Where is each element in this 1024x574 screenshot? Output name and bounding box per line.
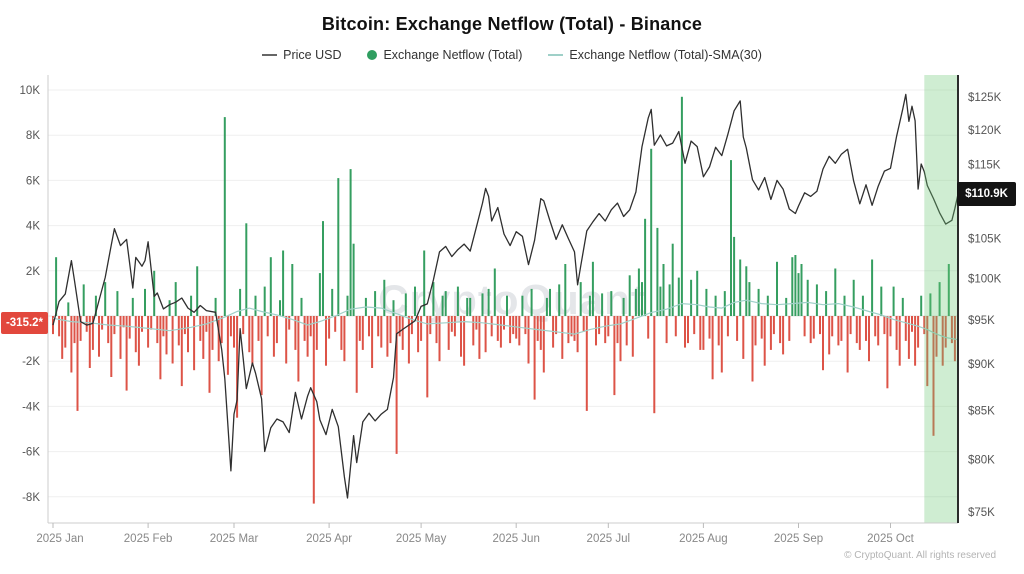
svg-text:2K: 2K [26, 266, 40, 278]
sma-line [52, 299, 959, 341]
gridlines [48, 89, 958, 498]
svg-text:2025 Sep: 2025 Sep [774, 533, 823, 545]
page-title: Bitcoin: Exchange Netflow (Total) - Bina… [321, 14, 703, 34]
svg-text:-6K: -6K [22, 447, 40, 459]
svg-text:$75K: $75K [968, 507, 995, 519]
svg-text:2025 Jul: 2025 Jul [587, 533, 630, 545]
svg-text:2025 Jan: 2025 Jan [36, 533, 83, 545]
svg-text:$105K: $105K [968, 234, 1002, 246]
svg-text:2025 Aug: 2025 Aug [679, 533, 728, 545]
netflow-dot-swatch-icon [367, 50, 378, 60]
legend-item-exchange-netflow[interactable]: Exchange Netflow (Total) [367, 48, 522, 62]
svg-text:4K: 4K [26, 221, 40, 233]
svg-text:$100K: $100K [968, 273, 1002, 285]
highlight-region [924, 75, 958, 523]
svg-text:$125K: $125K [968, 92, 1002, 104]
netflow-bars [52, 96, 959, 504]
svg-text:2025 Apr: 2025 Apr [306, 533, 352, 545]
svg-text:$115K: $115K [968, 160, 1001, 172]
legend-item-price-usd[interactable]: Price USD [262, 48, 341, 62]
current-price-badge: $110.9K [957, 182, 1016, 207]
svg-text:-8K: -8K [22, 492, 40, 504]
svg-text:$95K: $95K [968, 315, 995, 327]
left-axis-ticks: 10K 8K 6K 4K 2K -2K -4K -6K -8K [20, 85, 41, 504]
svg-text:$80K: $80K [968, 455, 995, 467]
svg-text:6K: 6K [26, 175, 40, 187]
copyright-text: © CryptoQuant. All rights reserved [844, 550, 996, 561]
legend-label: Exchange Netflow (Total) [383, 48, 523, 62]
svg-text:-2K: -2K [22, 356, 40, 368]
cryptoquant-watermark: CryptoQuant [378, 276, 646, 323]
svg-text:2025 Oct: 2025 Oct [867, 533, 914, 545]
svg-text:$90K: $90K [968, 359, 995, 371]
x-axis-ticks: 2025 Jan 2025 Feb 2025 Mar 2025 Apr 2025 May… [36, 523, 915, 545]
sma-line-swatch-icon [548, 54, 564, 56]
svg-text:8K: 8K [26, 130, 40, 142]
svg-text:$85K: $85K [968, 405, 995, 417]
legend-label: Price USD [283, 48, 342, 62]
svg-text:2025 Feb: 2025 Feb [124, 533, 173, 545]
legend-item-netflow-sma[interactable]: Exchange Netflow (Total)-SMA(30) [548, 48, 762, 62]
svg-text:2025 Jun: 2025 Jun [493, 533, 540, 545]
svg-text:$120K: $120K [968, 125, 1002, 137]
price-line [52, 93, 959, 499]
price-line-swatch-icon [262, 54, 278, 56]
right-axis-ticks: $125K $120K $115K $105K $100K $95K $90K $85K $80… [968, 92, 1002, 519]
svg-text:10K: 10K [20, 85, 41, 97]
svg-text:2025 May: 2025 May [396, 533, 447, 545]
legend-label: Exchange Netflow (Total)-SMA(30) [569, 48, 762, 62]
current-netflow-badge: -315.2* [1, 312, 48, 335]
legend: Price USD Exchange Netflow (Total) Excha… [0, 48, 1024, 62]
svg-text:2025 Mar: 2025 Mar [210, 533, 259, 545]
svg-text:-4K: -4K [22, 401, 40, 413]
